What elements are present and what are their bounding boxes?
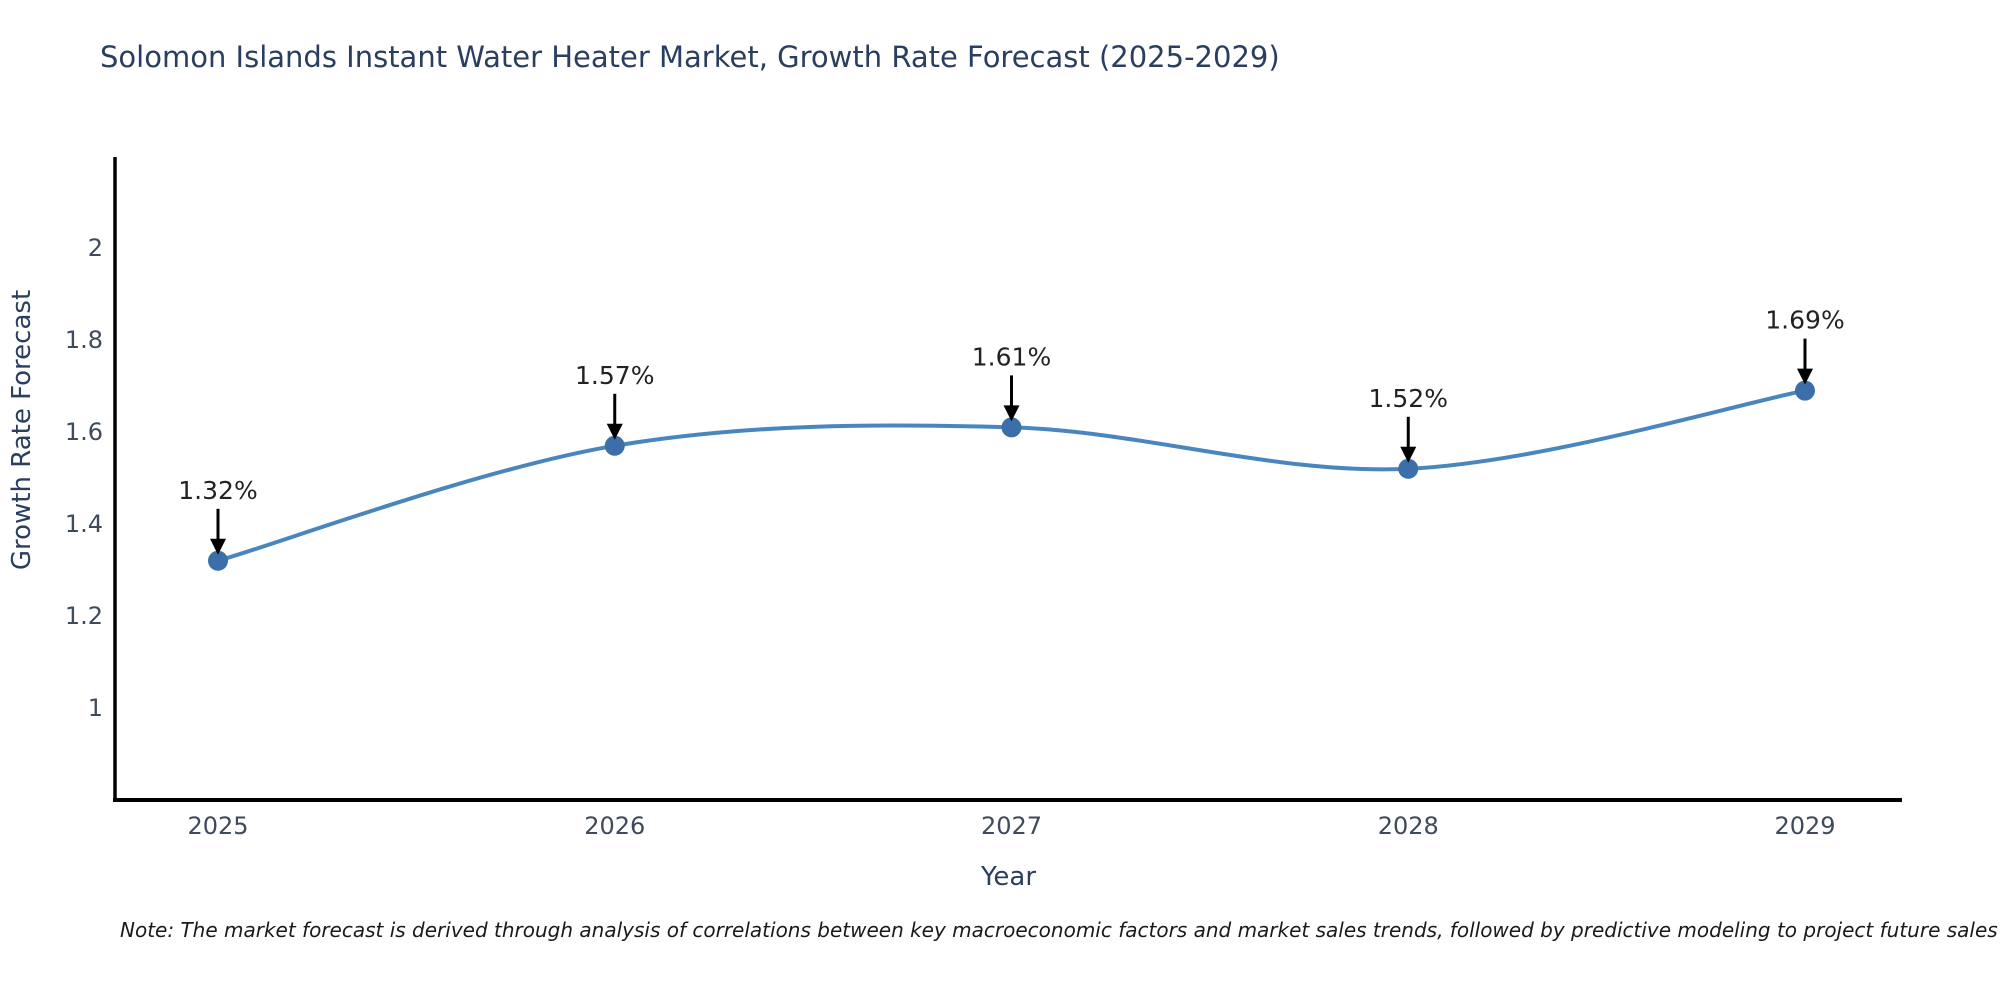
chart-title: Solomon Islands Instant Water Heater Mar… bbox=[100, 40, 1280, 74]
annotation-arrow-head bbox=[606, 423, 623, 440]
y-tick-label: 1.2 bbox=[65, 602, 103, 630]
y-tick-label: 1.4 bbox=[65, 510, 103, 538]
x-axis-title: Year bbox=[980, 862, 1036, 892]
data-point-marker bbox=[1398, 458, 1419, 479]
data-point-label: 1.57% bbox=[575, 361, 654, 390]
data-point-label: 1.61% bbox=[972, 342, 1051, 371]
annotation-arrow-head bbox=[1400, 446, 1417, 463]
annotation-arrow-head bbox=[1797, 368, 1813, 385]
x-tick-label: 2029 bbox=[1774, 812, 1835, 840]
data-point-label: 1.52% bbox=[1369, 384, 1448, 413]
x-tick-label: 2025 bbox=[187, 812, 248, 840]
x-tick-label: 2026 bbox=[584, 812, 645, 840]
y-axis-title: Growth Rate Forecast bbox=[7, 290, 37, 570]
y-tick-label: 2 bbox=[88, 234, 103, 262]
data-point-marker bbox=[208, 550, 228, 571]
data-point-marker bbox=[1001, 417, 1022, 438]
data-point-marker bbox=[604, 435, 625, 456]
y-tick-label: 1.8 bbox=[65, 326, 103, 354]
y-tick-label: 1.6 bbox=[65, 418, 103, 446]
x-tick-label: 2027 bbox=[981, 812, 1042, 840]
y-tick-label: 1 bbox=[88, 694, 103, 722]
data-point-marker bbox=[1795, 380, 1815, 401]
annotation-arrow-head bbox=[210, 538, 226, 555]
annotation-arrow-head bbox=[1003, 405, 1020, 422]
data-point-label: 1.32% bbox=[178, 476, 257, 505]
footnote: Note: The market forecast is derived thr… bbox=[120, 918, 1998, 942]
x-tick-label: 2028 bbox=[1378, 812, 1439, 840]
data-point-label: 1.69% bbox=[1765, 306, 1844, 335]
